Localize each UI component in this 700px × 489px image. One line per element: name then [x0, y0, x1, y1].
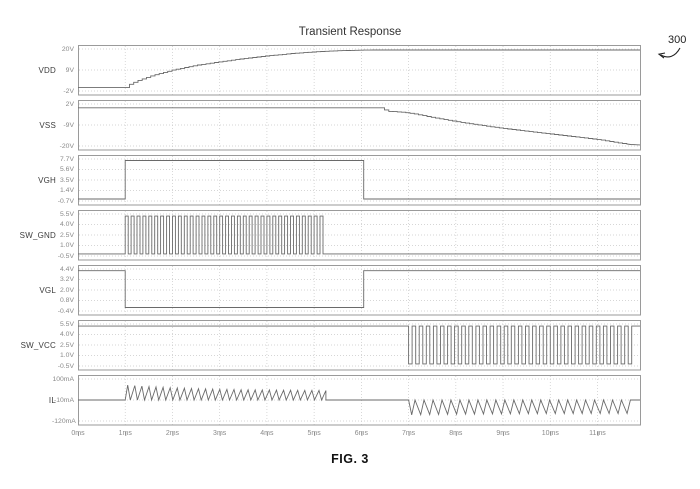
- ytick-label: 3.5V: [60, 176, 74, 184]
- xtick-label: 10ms: [541, 430, 559, 437]
- ytick-label: 2.5V: [60, 231, 74, 239]
- plot-SW_VCC: [78, 320, 641, 371]
- ytick-label: 5.5V: [60, 320, 74, 328]
- xtick-label: 0ms: [71, 430, 85, 437]
- panel-SW_GND: SW_GND 5.5V 4.0V 2.5V 1.0V -0.5V: [0, 210, 700, 261]
- grid: [79, 156, 640, 205]
- ytick-label: 1.4V: [60, 187, 74, 194]
- panel-border: [78, 45, 641, 96]
- panel-border: [78, 265, 641, 316]
- grid: [79, 376, 640, 425]
- ytick-label: 9V: [65, 66, 74, 74]
- ytick-label: -10mA: [53, 396, 74, 404]
- panel-VGL: VGL 4.4V 3.2V 2.0V 0.8V -0.4V: [0, 265, 700, 316]
- figure-caption: FIG. 3: [331, 452, 369, 466]
- panel-border: [78, 100, 641, 151]
- xtick-label: 7ms: [401, 430, 416, 437]
- grid: [79, 211, 640, 260]
- xtick-label: 1ms: [118, 430, 132, 437]
- ytick-label: 4.0V: [60, 331, 74, 338]
- xtick-label: 9ms: [496, 430, 510, 437]
- panel-VSS: VSS 2V -9V -20V: [0, 100, 700, 151]
- ytick-label: 5.6V: [60, 166, 74, 173]
- ytick-label: 1.0V: [60, 242, 74, 249]
- ytick-label: 1.0V: [60, 352, 74, 359]
- xtick-label: 6ms: [354, 430, 368, 437]
- xtick-label: 5ms: [307, 430, 321, 437]
- waveform-trace-VGL: [78, 270, 640, 308]
- ytick-label: -0.4V: [57, 307, 74, 315]
- curved-arrow-icon: [657, 47, 681, 59]
- panel-border: [78, 155, 641, 206]
- waveform-trace-VDD: [78, 49, 640, 89]
- plot-SW_GND: [78, 210, 641, 261]
- waveform-trace-VGH: [78, 160, 640, 200]
- ytick-label: 7.7V: [60, 155, 74, 163]
- ytick-label: -9V: [63, 121, 74, 129]
- panel-border: [78, 320, 641, 371]
- ytick-label: -0.5V: [57, 252, 74, 260]
- panel-VDD: VDD 20V 9V -2V: [0, 45, 700, 96]
- waveform-trace-SW_GND: [78, 215, 640, 255]
- xtick-label: 8ms: [449, 430, 463, 437]
- ytick-label: -2V: [63, 87, 74, 95]
- time-axis-ticks: [78, 432, 599, 436]
- ytick-label: 4.0V: [60, 221, 74, 228]
- panel-VGH: VGH 7.7V 5.6V 3.5V 1.4V -0.7V: [0, 155, 700, 206]
- ytick-label: 100mA: [52, 375, 74, 383]
- ytick-label: 0.8V: [60, 297, 74, 304]
- xtick-label: 3ms: [213, 430, 227, 437]
- reference-numeral: 300: [657, 34, 696, 64]
- chart-title: Transient Response: [298, 26, 402, 38]
- waveform-trace-VSS: [78, 107, 641, 146]
- ytick-label: 4.4V: [60, 265, 74, 273]
- signal-label-VSS: VSS: [39, 120, 56, 130]
- signal-label-VDD: VDD: [38, 65, 56, 75]
- signal-label-SW_GND: SW_GND: [19, 230, 56, 240]
- ytick-label: -120mA: [52, 417, 76, 425]
- signal-label-VGH: VGH: [38, 175, 56, 185]
- ytick-label: 3.2V: [60, 276, 74, 283]
- xtick-label: 11ms: [589, 430, 606, 437]
- waveform-trace-SW_VCC: [78, 325, 640, 365]
- grid: [79, 46, 640, 95]
- signal-label-IL: IL: [48, 395, 56, 405]
- xtick-label: 4ms: [260, 430, 274, 437]
- ytick-label: 5.5V: [60, 210, 74, 218]
- xtick-label: 2ms: [165, 430, 180, 437]
- signal-label-VGL: VGL: [39, 285, 56, 295]
- panel-IL: IL 100mA -10mA -120mA: [0, 375, 700, 426]
- plot-VDD: [78, 45, 641, 96]
- signal-label-SW_VCC: SW_VCC: [20, 340, 56, 350]
- grid: [79, 101, 640, 150]
- time-axis: 0ms 1ms 2ms 3ms 4ms 5ms 6ms 7ms 8ms 9ms 10ms 11ms: [71, 425, 678, 443]
- plot-VGH: [78, 155, 641, 206]
- ytick-label: -0.5V: [57, 362, 74, 370]
- plot-VGL: [78, 265, 641, 316]
- grid: [79, 266, 640, 315]
- plot-VSS: [78, 100, 641, 151]
- ytick-label: -20V: [59, 142, 74, 150]
- reference-number-label: 300: [668, 34, 687, 46]
- ytick-label: 2V: [65, 100, 74, 108]
- plot-IL: [78, 375, 641, 426]
- waveform-trace-IL: [78, 384, 640, 417]
- ytick-label: -0.7V: [57, 197, 74, 205]
- ytick-label: 2.5V: [60, 341, 74, 349]
- ytick-label: 20V: [61, 45, 74, 53]
- panel-border: [78, 210, 641, 261]
- ytick-label: 2.0V: [60, 286, 74, 294]
- grid: [79, 321, 640, 370]
- panel-SW_VCC: SW_VCC 5.5V 4.0V 2.5V 1.0V -0.5V: [0, 320, 700, 371]
